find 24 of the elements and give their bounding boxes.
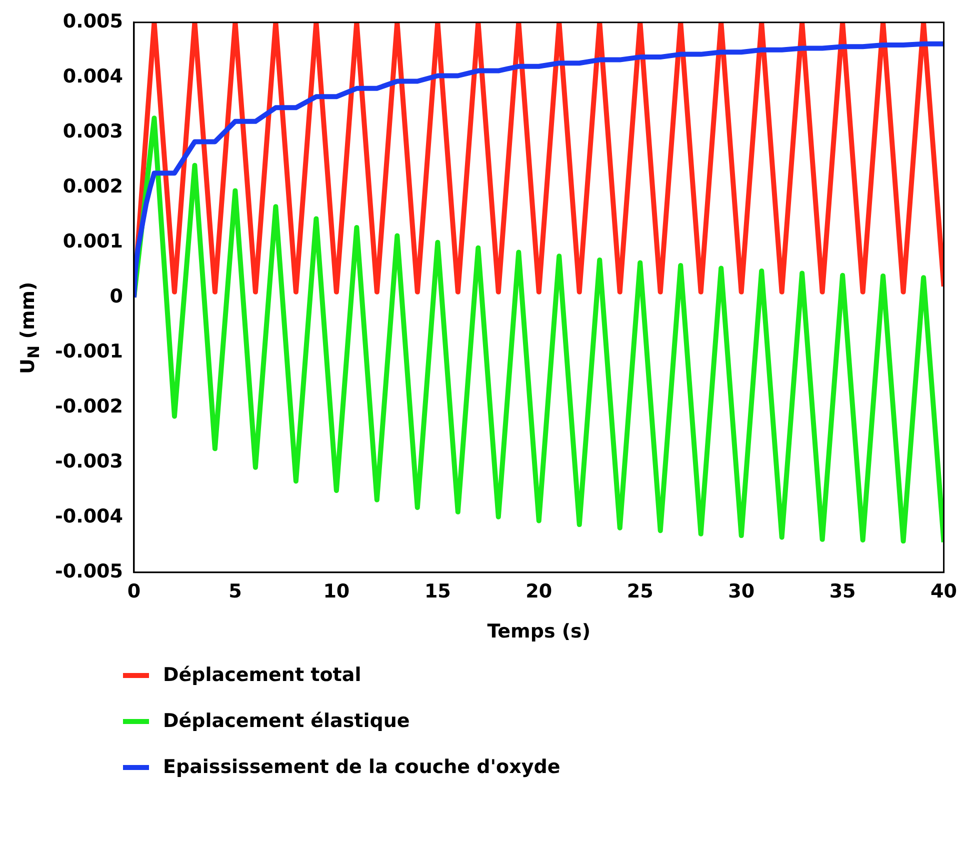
y-tick-label: 0.001 <box>62 230 123 252</box>
x-tick-label: 30 <box>728 580 755 603</box>
x-tick-label: 10 <box>323 580 350 603</box>
x-tick-label: 25 <box>626 580 654 603</box>
y-tick-label: -0.004 <box>55 505 123 528</box>
x-tick-label: 20 <box>526 580 552 603</box>
x-tick-label: 0 <box>127 580 141 603</box>
x-tick-label: 35 <box>829 580 856 603</box>
x-tick-label: 40 <box>930 580 958 603</box>
y-tick-label: -0.002 <box>55 395 123 418</box>
y-tick-label: 0.004 <box>62 65 123 88</box>
y-tick-label: 0.005 <box>62 10 123 32</box>
legend-label: Déplacement total <box>163 664 362 686</box>
legend-label: Epaississement de la couche d'oxyde <box>163 756 560 778</box>
y-tick-label: 0.003 <box>62 120 123 142</box>
y-tick-label: -0.005 <box>55 560 123 582</box>
y-tick-label: -0.003 <box>55 450 123 472</box>
y-tick-label: -0.001 <box>55 340 123 362</box>
y-tick-label: 0.002 <box>62 175 123 198</box>
y-tick-label: 0 <box>110 285 123 308</box>
x-axis-title: Temps (s) <box>487 620 591 643</box>
x-tick-label: 15 <box>424 580 451 603</box>
x-tick-label: 5 <box>228 580 242 603</box>
legend-label: Déplacement élastique <box>163 710 410 732</box>
